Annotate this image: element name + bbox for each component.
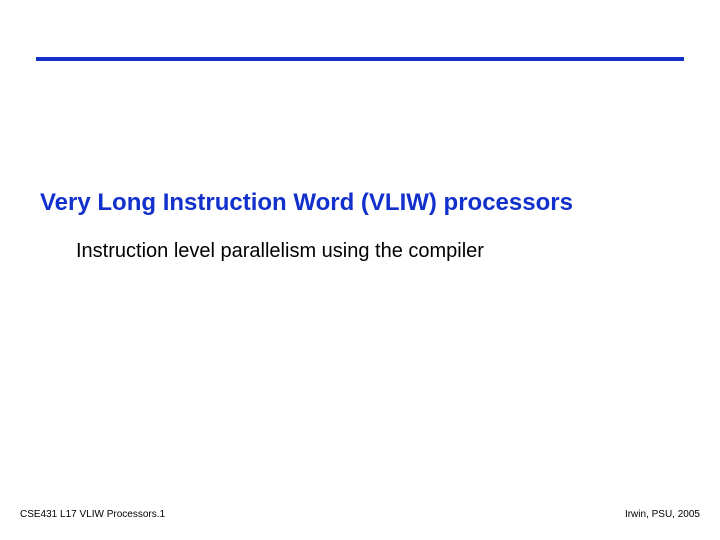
footer-left: CSE431 L17 VLIW Processors.1 [20,509,165,520]
slide-title: Very Long Instruction Word (VLIW) proces… [40,189,573,217]
top-rule [36,57,684,61]
footer-right: Irwin, PSU, 2005 [625,509,700,520]
slide: Very Long Instruction Word (VLIW) proces… [0,0,720,540]
slide-subtitle: Instruction level parallelism using the … [76,240,484,263]
